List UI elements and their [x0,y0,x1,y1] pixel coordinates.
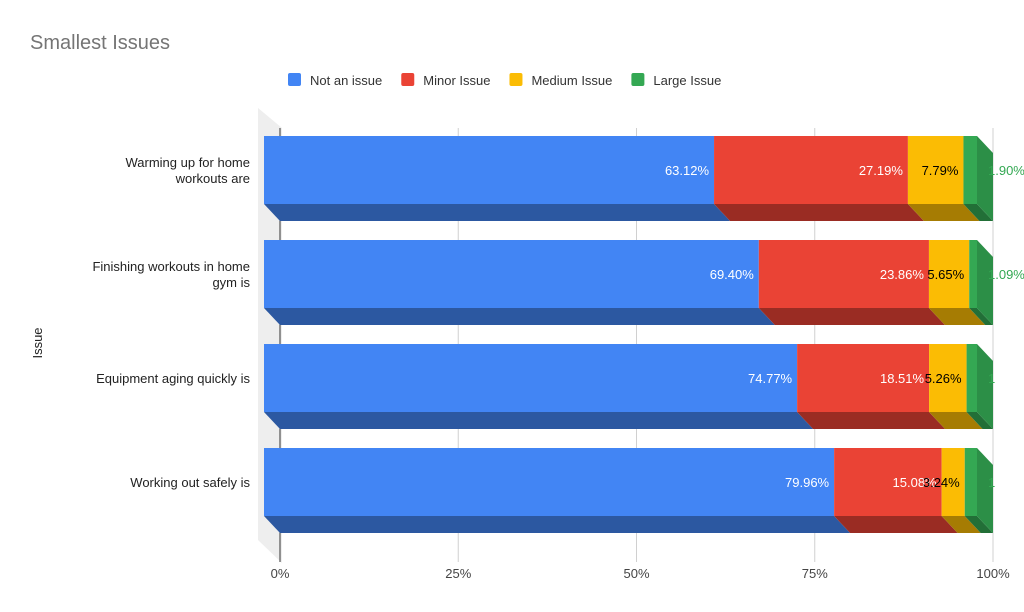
category-label: Working out safely is [130,475,250,490]
y-axis-label: Issue [30,327,45,358]
bar-segment-bottom-face [264,204,731,221]
x-tick-label: 75% [802,566,828,581]
bar-segment [964,448,977,516]
x-tick-label: 25% [445,566,471,581]
bar-segment [264,240,759,308]
legend-swatch [401,73,415,86]
x-tick-label: 100% [976,566,1010,581]
data-label: 1.90% [988,163,1024,178]
bar-end-face [977,136,993,221]
bar-segment [714,136,908,204]
bar-segment [797,344,930,412]
data-label: 79.96% [785,475,830,490]
category-labels: Warming up for home workouts are Finishing… [92,155,250,490]
bar-segment [834,448,942,516]
bar-segment-bottom-face [966,412,993,429]
data-label: 3.24% [923,475,960,490]
bar-segment [929,344,967,412]
category-label-line: Warming up for home [125,155,250,170]
bar-segment [941,448,965,516]
data-label: 69.40% [710,267,755,282]
category-label: Finishing workouts in home gym is [92,259,250,290]
bar-segment [969,240,977,308]
bar-segment-bottom-face [834,516,958,533]
bar-segment-bottom-face [797,412,946,429]
data-label: 27.19% [859,163,904,178]
bar-segment [264,448,835,516]
category-label-line: workouts are [175,171,250,186]
bar-segment [928,240,970,308]
x-tick-label: 50% [623,566,649,581]
bars: 63.12% 27.19% 7.79% 1.90% 69.40% 23.86% 5.65% 1… [264,136,1024,533]
data-label: 63.12% [665,163,710,178]
data-label: 1.09% [988,267,1024,282]
data-label: 1 [988,475,995,490]
chart-title: Smallest Issues [30,32,170,54]
data-label: 23.86% [880,267,925,282]
data-label: 15.08% [893,475,938,490]
x-tick-label: 0% [271,566,290,581]
bar-segment-bottom-face [714,204,924,221]
bar-segment-bottom-face [907,204,980,221]
legend-label: Large Issue [653,73,721,88]
data-label: 18.51% [880,371,925,386]
legend-swatch [288,73,301,86]
bar-segment-bottom-face [929,412,983,429]
legend-label: Not an issue [310,73,382,88]
category-label-line: Finishing workouts in home [92,259,250,274]
category-label: Equipment aging quickly is [96,371,250,386]
data-label: 74.77% [748,371,793,386]
data-label: 5.26% [925,371,962,386]
data-label: 5.65% [927,267,964,282]
legend-label: Medium Issue [531,73,612,88]
bar-segment [758,240,929,308]
bar-segment [963,136,977,204]
bar-end-face [977,344,993,429]
bar-segment-bottom-face [964,516,993,533]
data-label: 7.79% [922,163,959,178]
category-label: Warming up for home workouts are [125,155,250,186]
bar-segment-bottom-face [941,516,981,533]
bar-end-face [977,448,993,533]
bar-segment-bottom-face [264,516,851,533]
legend-label: Minor Issue [423,73,490,88]
x-axis-ticks: 0% 25% 50% 75% 100% [271,566,1010,581]
bar-segment [966,344,977,412]
category-label-line: gym is [212,275,250,290]
legend: Not an issue Minor Issue Medium Issue Large… [288,73,721,88]
bar-end-face [977,240,993,325]
bar-segment [907,136,964,204]
category-label-line: Equipment aging quickly is [96,371,250,386]
bar-segment-bottom-face [928,308,986,325]
legend-swatch [509,73,523,86]
bar-segment [264,136,715,204]
bar-segment-bottom-face [264,308,775,325]
legend-swatch [631,73,645,86]
bar-segment-bottom-face [963,204,993,221]
data-label: 1 [988,371,995,386]
category-label-line: Working out safely is [130,475,250,490]
bar-segment-bottom-face [758,308,945,325]
bar-segment-bottom-face [264,412,814,429]
bar-segment-bottom-face [969,308,993,325]
bar-segment [264,344,798,412]
